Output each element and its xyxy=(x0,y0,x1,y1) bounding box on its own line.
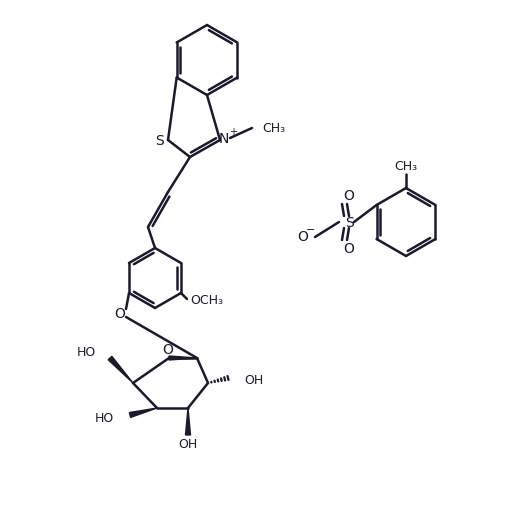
Text: O: O xyxy=(343,189,354,203)
Text: O: O xyxy=(163,343,174,357)
Text: CH₃: CH₃ xyxy=(262,121,285,135)
Polygon shape xyxy=(185,408,191,435)
Text: OCH₃: OCH₃ xyxy=(191,295,223,307)
Text: O: O xyxy=(297,230,308,244)
Polygon shape xyxy=(169,356,197,360)
Text: HO: HO xyxy=(95,411,114,425)
Text: O: O xyxy=(114,307,125,321)
Text: HO: HO xyxy=(77,346,96,360)
Text: N: N xyxy=(219,132,229,146)
Text: OH: OH xyxy=(244,373,263,387)
Text: OH: OH xyxy=(178,438,198,452)
Polygon shape xyxy=(130,408,157,418)
Polygon shape xyxy=(108,356,133,383)
Text: CH₃: CH₃ xyxy=(394,161,418,174)
Text: S: S xyxy=(155,134,163,148)
Text: S: S xyxy=(346,216,354,230)
Text: +: + xyxy=(229,127,237,137)
Text: −: − xyxy=(306,225,315,235)
Text: O: O xyxy=(343,242,354,256)
